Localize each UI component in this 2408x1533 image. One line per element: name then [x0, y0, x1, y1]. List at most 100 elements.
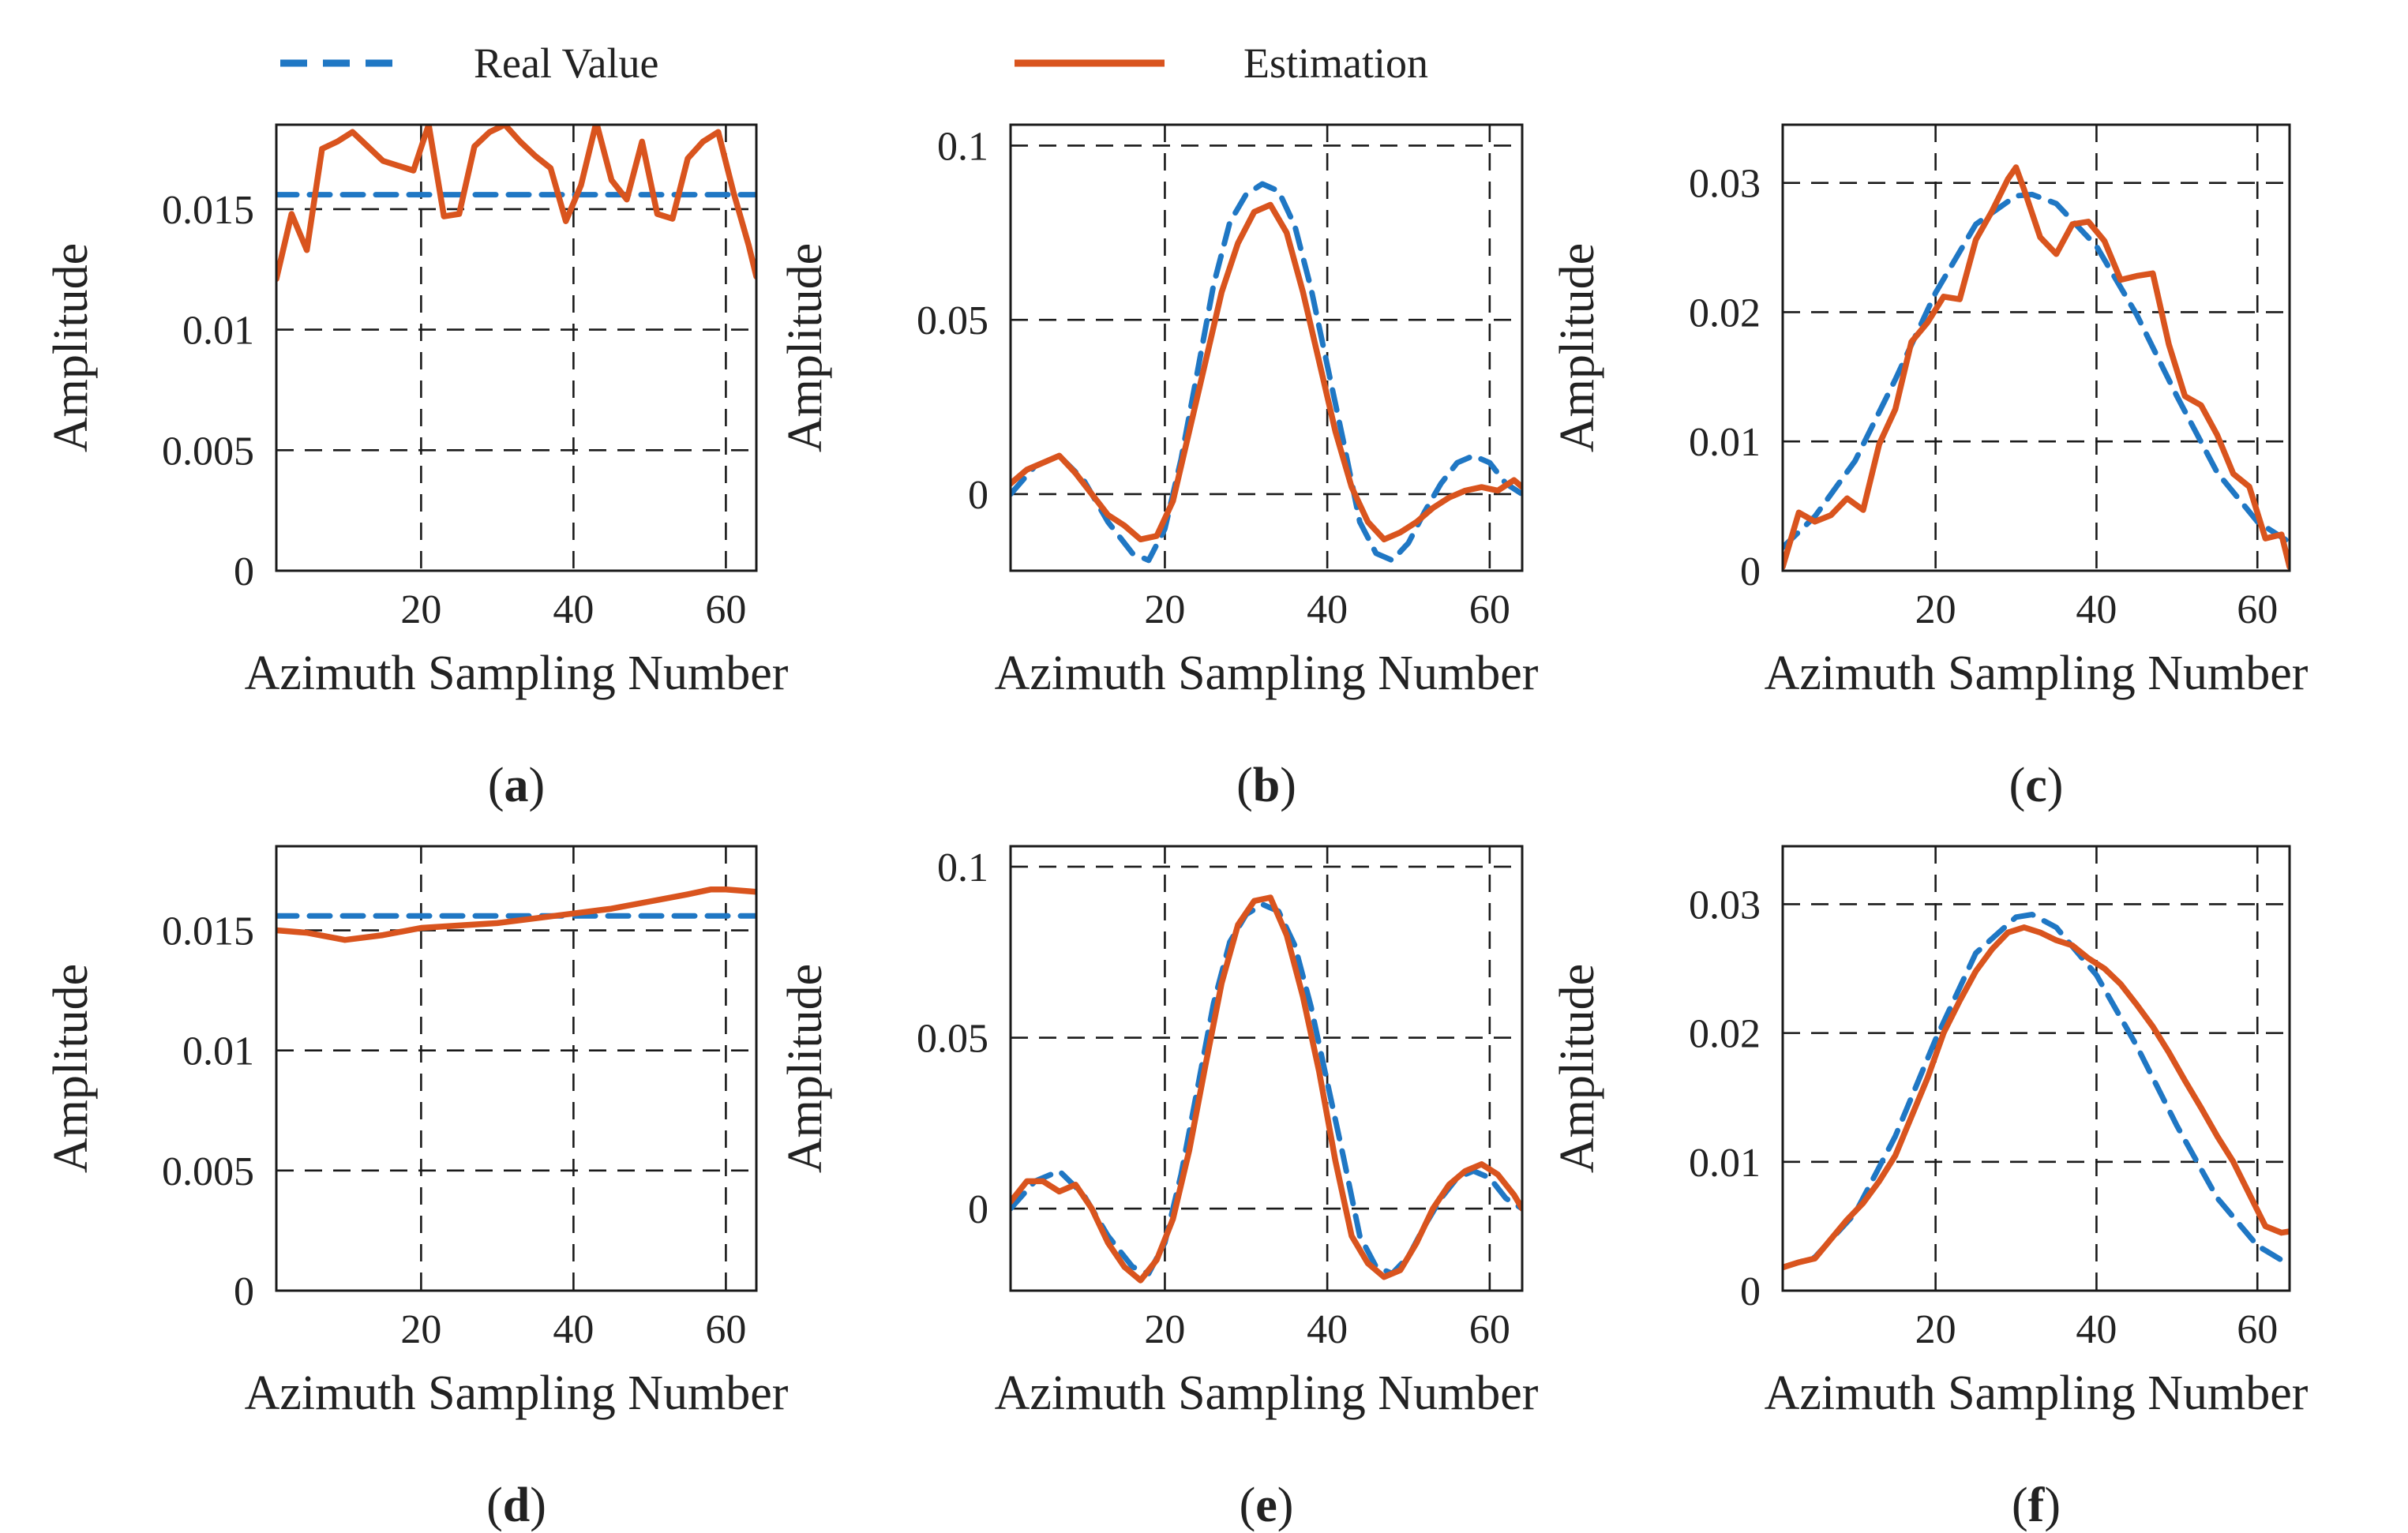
y-tick-label: 0.03	[1689, 883, 1761, 928]
plot-area	[1011, 181, 1522, 564]
x-tick-label: 40	[1307, 587, 1348, 632]
axes-frame	[275, 845, 758, 1292]
caption-letter: d	[503, 1479, 530, 1532]
series-estimation	[276, 886, 756, 943]
series-estimation	[1783, 164, 2290, 570]
axes-frame	[1781, 845, 2291, 1292]
legend-item-estimation: Estimation	[1015, 39, 1428, 87]
legend-label: Estimation	[1243, 39, 1428, 87]
series-real-value	[1011, 901, 1522, 1276]
y-tick-label: 0.03	[1689, 162, 1761, 207]
plot-area	[276, 886, 756, 943]
caption-open-paren: (	[2009, 759, 2026, 812]
panels: 20 40 60 0 0.005 0.01 0.015 Azimuth Sampling Nu…	[44, 123, 2309, 1532]
caption-letter: e	[1255, 1479, 1277, 1532]
y-tick-label: 0.02	[1689, 290, 1761, 335]
y-tick-label: 0.015	[162, 188, 254, 233]
y-tick-label: 0.01	[1689, 420, 1761, 465]
x-tick-label: 20	[400, 587, 441, 632]
x-tick-label: 20	[1144, 587, 1185, 632]
x-tick-label: 60	[705, 587, 746, 632]
series-real-value	[1011, 181, 1522, 564]
x-tick-label: 40	[2076, 1307, 2117, 1352]
x-tick-label: 60	[1469, 587, 1510, 632]
y-tick-label: 0.015	[162, 909, 254, 954]
caption-letter: b	[1253, 759, 1280, 812]
axes-frame	[1009, 123, 1524, 572]
y-axis-label: Amplitude	[778, 964, 832, 1173]
x-tick-label: 40	[553, 587, 594, 632]
x-tick-label: 60	[705, 1307, 746, 1352]
y-tick-label: 0.02	[1689, 1012, 1761, 1057]
legend-label: Real Value	[474, 39, 658, 87]
y-tick-label: 0.05	[917, 298, 988, 343]
caption-close-paren: )	[2044, 1479, 2061, 1532]
caption-letter: c	[2025, 759, 2047, 812]
panel-caption: (a)	[488, 759, 545, 812]
series-estimation	[276, 125, 756, 283]
y-tick-label: 0.1	[937, 845, 988, 890]
x-axis-label: Azimuth Sampling Number	[995, 1366, 1539, 1420]
y-axis-label: Amplitude	[1551, 243, 1604, 452]
x-axis-label: Azimuth Sampling Number	[1765, 1366, 2309, 1420]
x-tick-label: 20	[1915, 587, 1956, 632]
caption-open-paren: (	[486, 1479, 503, 1532]
y-tick-label: 0.1	[937, 124, 988, 169]
series-estimation	[1783, 924, 2290, 1271]
x-axis-label: Azimuth Sampling Number	[995, 647, 1539, 700]
x-tick-label: 20	[1915, 1307, 1956, 1352]
axes-frame	[1781, 123, 2291, 572]
series-estimation	[1011, 201, 1522, 543]
panel-e: 20 40 60 0 0.05 0.1 Azimuth Sampling Number Amp…	[778, 845, 1539, 1532]
panel-d: 20 40 60 0 0.005 0.01 0.015 Azimuth Sampling Nu…	[44, 845, 789, 1532]
plot-area	[1783, 164, 2290, 570]
series-estimation	[1011, 894, 1522, 1284]
x-axis-label: Azimuth Sampling Number	[1765, 647, 2309, 700]
y-axis-label: Amplitude	[44, 964, 98, 1173]
legend-item-real-value: Real Value	[280, 39, 658, 87]
plot-area	[1011, 894, 1522, 1284]
x-tick-label: 40	[553, 1307, 594, 1352]
y-tick-label: 0.01	[182, 309, 254, 354]
x-tick-label: 40	[2076, 587, 2117, 632]
caption-close-paren: )	[2047, 759, 2064, 812]
panel-caption: (d)	[486, 1479, 546, 1532]
plot-area	[1783, 912, 2290, 1271]
caption-close-paren: )	[529, 759, 546, 812]
series-real-value	[1783, 191, 2290, 550]
caption-close-paren: )	[530, 1479, 546, 1532]
caption-open-paren: (	[1240, 1479, 1256, 1532]
y-tick-label: 0.01	[1689, 1141, 1761, 1186]
x-axis-label: Azimuth Sampling Number	[245, 1366, 789, 1420]
y-tick-label: 0.05	[917, 1017, 988, 1062]
y-tick-label: 0	[968, 1187, 988, 1232]
panel-caption: (c)	[2009, 759, 2064, 812]
panel-caption: (f)	[2012, 1479, 2061, 1532]
caption-letter: f	[2028, 1479, 2046, 1532]
x-tick-label: 20	[400, 1307, 441, 1352]
panel-a: 20 40 60 0 0.005 0.01 0.015 Azimuth Sampling Nu…	[44, 123, 789, 812]
legend: Real Value Estimation	[280, 39, 1428, 87]
y-tick-label: 0.01	[182, 1029, 254, 1074]
x-tick-label: 60	[2237, 587, 2278, 632]
plot-area	[276, 125, 756, 283]
panel-b: 20 40 60 0 0.05 0.1 Azimuth Sampling Number Amp…	[778, 123, 1539, 812]
caption-close-paren: )	[1277, 1479, 1294, 1532]
axes-frame	[1009, 845, 1524, 1292]
y-tick-label: 0	[1740, 549, 1761, 594]
y-axis-label: Amplitude	[778, 243, 832, 452]
y-tick-label: 0	[234, 549, 254, 594]
x-tick-label: 20	[1144, 1307, 1185, 1352]
caption-open-paren: (	[2012, 1479, 2028, 1532]
y-tick-label: 0.005	[162, 1149, 254, 1194]
x-tick-label: 60	[2237, 1307, 2278, 1352]
panel-caption: (e)	[1240, 1479, 1294, 1532]
axes-frame	[275, 123, 758, 572]
x-axis-label: Azimuth Sampling Number	[245, 647, 789, 700]
x-tick-label: 40	[1307, 1307, 1348, 1352]
y-tick-label: 0	[968, 473, 988, 518]
series-real-value	[1783, 912, 2290, 1271]
y-tick-label: 0	[234, 1269, 254, 1314]
panel-caption: (b)	[1236, 759, 1296, 812]
y-axis-label: Amplitude	[1551, 964, 1604, 1173]
